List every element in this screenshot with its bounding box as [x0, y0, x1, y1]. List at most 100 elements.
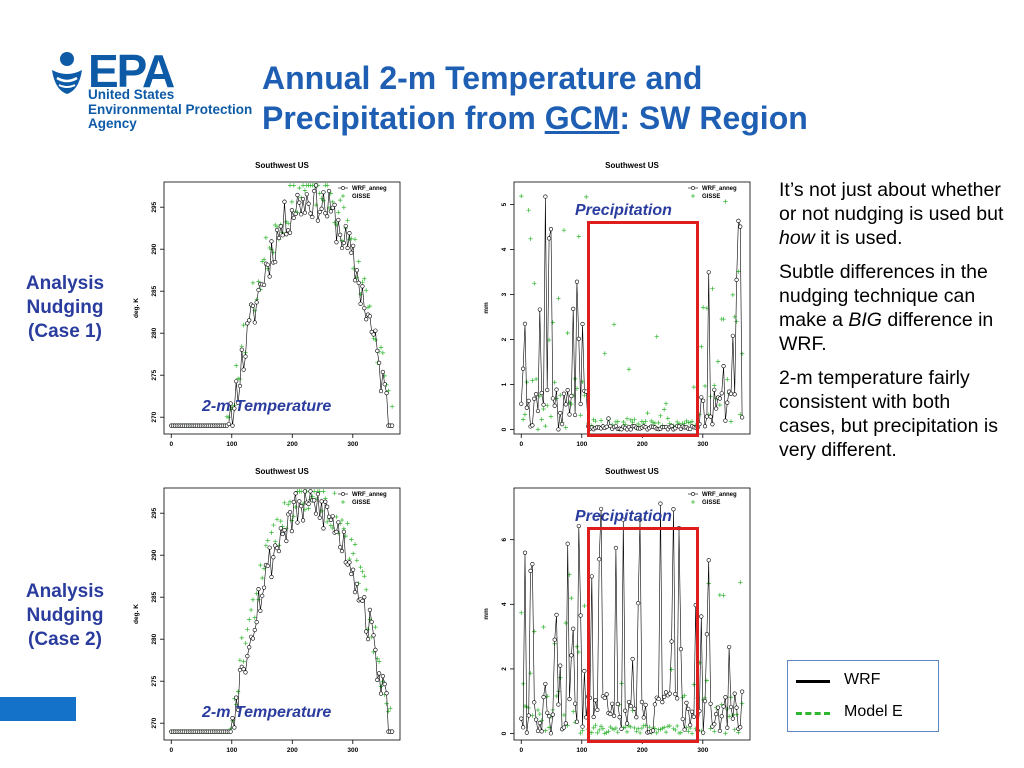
data-point: [261, 585, 267, 590]
data-point: [559, 422, 565, 427]
data-point: [232, 406, 237, 411]
data-point: [237, 383, 243, 389]
legend-label: Model E: [844, 703, 903, 720]
note-paragraph: It’s not just about whether or not nudgi…: [779, 178, 1011, 250]
data-point: [545, 694, 550, 699]
data-point: [656, 420, 661, 426]
data-point: [548, 226, 554, 232]
x-tick-label: 100: [576, 441, 587, 448]
legend-entry: GISSE: [352, 500, 370, 506]
note-emphasis: how: [779, 227, 815, 249]
data-point: [528, 236, 533, 242]
y-axis-label: mm: [483, 302, 490, 314]
data-point: [364, 317, 369, 322]
data-point: [336, 520, 341, 525]
data-point: [702, 699, 708, 704]
data-point: [337, 197, 343, 203]
data-point: [669, 423, 674, 429]
legend-item-wrf: WRF: [796, 671, 936, 691]
note-text: Subtle differences in the nudging techni…: [779, 261, 988, 331]
data-point: [736, 218, 741, 223]
data-point: [723, 731, 728, 736]
data-point: [261, 257, 267, 262]
data-point: [258, 562, 263, 568]
y-tick-label: 280: [151, 327, 158, 338]
temperature-plot-case-2: Southwest US 0 100 200 300 270 275 280 285 290 295…: [128, 462, 408, 762]
data-point: [360, 598, 365, 604]
data-point: [611, 713, 617, 718]
data-point: [250, 280, 256, 286]
data-point: [704, 414, 709, 419]
data-point: [375, 348, 380, 353]
data-point: [289, 208, 295, 213]
data-point: [730, 716, 735, 721]
data-point: [580, 724, 585, 729]
data-point: [321, 489, 326, 494]
data-point: [265, 563, 270, 568]
data-point: [728, 704, 734, 710]
data-point: [578, 730, 583, 736]
data-point: [382, 682, 387, 687]
data-point: [721, 593, 726, 598]
data-point: [291, 499, 296, 505]
data-point: [377, 671, 382, 676]
legend-swatch-dashed: [796, 712, 830, 715]
data-point: [287, 499, 293, 504]
data-point: [699, 344, 704, 349]
logo-line: United States: [88, 87, 175, 102]
data-point: [578, 413, 583, 418]
data-point: [543, 194, 548, 199]
gcm-link[interactable]: GCM: [544, 100, 620, 136]
x-tick-label: 200: [287, 441, 298, 448]
data-point: [732, 691, 737, 696]
case-1-label: Analysis Nudging (Case 1): [10, 272, 120, 344]
data-point: [552, 403, 557, 408]
data-point: [732, 392, 737, 397]
data-point: [378, 388, 384, 394]
data-point: [519, 610, 524, 616]
data-point: [730, 333, 735, 338]
x-tick-label: 0: [519, 747, 523, 754]
data-point: [569, 393, 574, 399]
data-point: [297, 185, 302, 191]
data-point: [602, 731, 607, 736]
data-point: [285, 221, 291, 226]
data-point: [323, 211, 328, 216]
data-point: [541, 402, 546, 407]
data-point: [524, 405, 529, 410]
data-point: [252, 320, 257, 325]
data-point: [623, 724, 628, 730]
data-point: [632, 725, 637, 731]
data-point: [636, 601, 641, 606]
data-point: [565, 387, 570, 393]
case-label-line: Analysis: [25, 581, 105, 602]
data-point: [235, 707, 241, 713]
data-point: [738, 412, 743, 417]
precipitation-label: Precipitation: [575, 508, 672, 525]
data-point: [312, 188, 317, 194]
data-point: [250, 597, 256, 602]
data-point: [700, 305, 706, 310]
data-point: [375, 677, 380, 682]
data-point: [739, 351, 745, 356]
data-point: [660, 700, 665, 705]
data-point: [384, 391, 389, 396]
chart-title: Southwest US: [605, 161, 659, 170]
case-label-line: Nudging: [26, 605, 104, 626]
data-point: [561, 227, 567, 233]
data-point: [234, 695, 239, 700]
legend-swatch-solid: [796, 680, 830, 683]
data-point: [539, 390, 544, 396]
data-point: [584, 194, 589, 200]
data-point: [312, 498, 317, 503]
data-point: [740, 689, 745, 694]
data-point: [363, 288, 369, 293]
data-point: [669, 639, 674, 644]
data-point: [367, 303, 373, 309]
data-point: [273, 259, 278, 265]
data-point: [306, 501, 311, 507]
data-point: [699, 395, 704, 400]
data-point: [302, 210, 307, 215]
data-point: [334, 529, 339, 534]
data-point: [550, 712, 555, 717]
